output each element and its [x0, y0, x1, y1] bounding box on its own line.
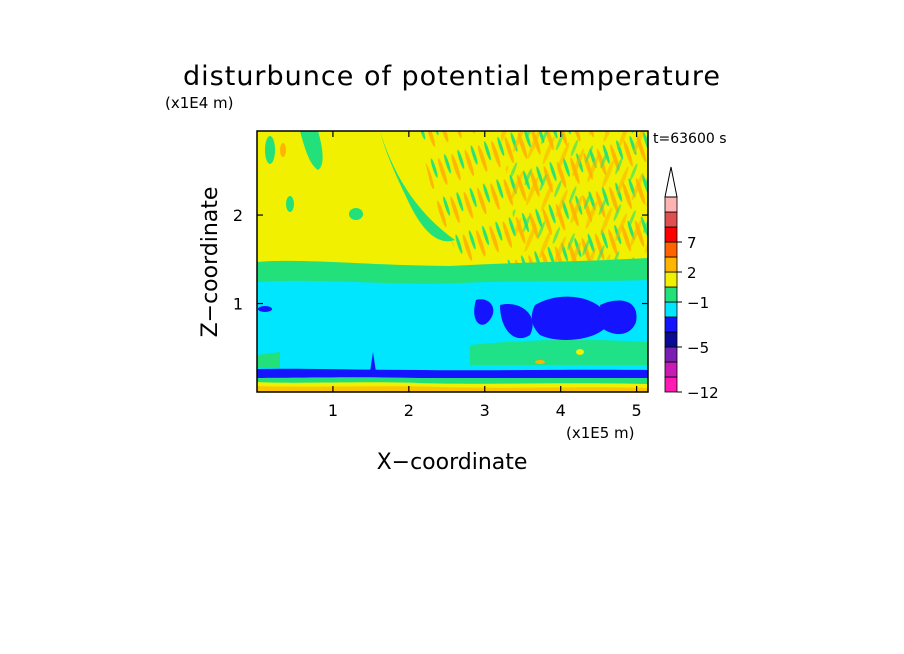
- colorbar-swatch: [664, 331, 678, 348]
- y-ticks: 12: [233, 206, 648, 314]
- field-blue-blob-4: [600, 300, 637, 335]
- colorbar-label: −12: [687, 384, 719, 402]
- field-green-patch: [470, 339, 648, 365]
- y-axis-label: Z−coordinate: [198, 187, 223, 338]
- colorbar-extend-arrow: [664, 166, 678, 198]
- chart-title: disturbunce of potential temperature: [183, 61, 721, 92]
- field-green-blob: [349, 208, 363, 220]
- x-tick-label: 4: [556, 401, 566, 420]
- contour-field: [257, 131, 648, 392]
- x-tick-label: 1: [328, 401, 338, 420]
- field-orange-spot: [280, 143, 286, 157]
- x-axis-label: X−coordinate: [377, 450, 528, 475]
- colorbar-swatch: [664, 286, 678, 303]
- field-inversion-band: [257, 258, 648, 285]
- plot-frame: [256, 130, 649, 393]
- field-green-top-left: [300, 131, 323, 170]
- field-blue-blob-1: [474, 299, 494, 325]
- colorbar-label: 7: [687, 234, 697, 252]
- colorbar-swatch: [664, 361, 678, 378]
- colorbar-swatch: [664, 346, 678, 363]
- field-yellow-bit: [576, 349, 584, 355]
- colorbar-label: −1: [687, 294, 709, 312]
- y-tick-label: 2: [233, 206, 243, 225]
- y-tick-label: 1: [233, 295, 243, 314]
- colorbar-swatch: [664, 226, 678, 243]
- x-unit-label: (x1E5 m): [566, 424, 635, 442]
- colorbar: 7 2 −1 −5 −12: [664, 166, 719, 402]
- x-tick-label: 3: [480, 401, 490, 420]
- field-blue-spike: [370, 352, 376, 372]
- field-surface-band: [257, 368, 648, 380]
- field-blue-small: [258, 306, 272, 312]
- colorbar-label: −5: [687, 339, 709, 357]
- y-unit-label: (x1E4 m): [165, 94, 234, 112]
- field-surface-orange: [257, 386, 648, 392]
- time-label: t=63600 s: [653, 131, 727, 147]
- field-green-left: [257, 352, 280, 368]
- colorbar-swatch: [664, 211, 678, 228]
- colorbar-swatch: [664, 271, 678, 288]
- field-green-spot: [286, 196, 294, 212]
- colorbar-swatch: [664, 241, 678, 258]
- colorbar-label: 2: [687, 264, 697, 282]
- field-green-edge: [265, 136, 275, 164]
- colorbar-swatch: [664, 196, 678, 213]
- field-orange-bit: [535, 360, 545, 364]
- colorbar-swatch: [664, 376, 678, 393]
- colorbar-swatch: [664, 256, 678, 273]
- x-ticks: 1 2 3 4 5: [328, 131, 642, 420]
- field-blue-blob-2: [500, 304, 533, 339]
- x-tick-label: 5: [632, 401, 642, 420]
- colorbar-swatch: [664, 301, 678, 318]
- colorbar-swatch: [664, 316, 678, 333]
- x-tick-label: 2: [404, 401, 414, 420]
- field-waves-right-2: [500, 131, 648, 262]
- field-blue-blob-3: [531, 296, 610, 340]
